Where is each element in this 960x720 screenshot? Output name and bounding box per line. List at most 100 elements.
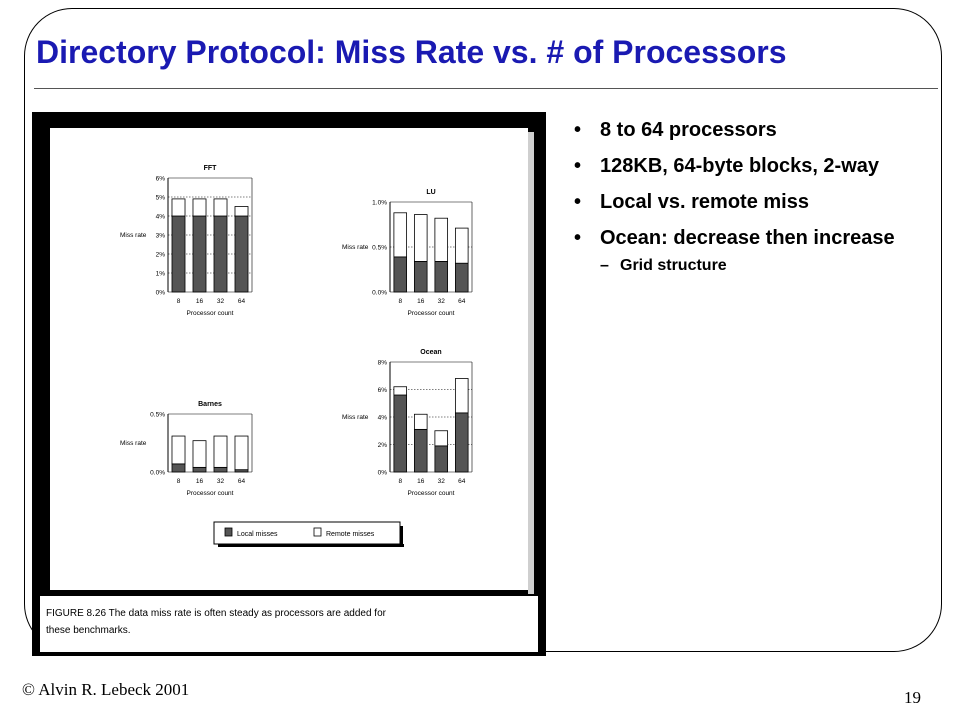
x-tick-label: 16	[417, 298, 425, 305]
bar-remote	[213, 198, 228, 217]
bullet-text: Ocean: decrease then increase	[600, 227, 895, 249]
chart-title: Ocean	[420, 349, 441, 356]
dash-marker: –	[600, 257, 609, 274]
figure-panel: 0% 1% 2% 3% 4% 5% 6% FFT Miss rate Processor coun…	[32, 112, 546, 656]
y-tick-label: 0%	[378, 470, 388, 477]
y-tick-label: 0.5%	[372, 245, 387, 252]
x-tick-label: 64	[238, 478, 246, 485]
caption-line-1: FIGURE 8.26 The data miss rate is often …	[46, 608, 387, 619]
bar-remote	[413, 214, 428, 262]
y-tick-label: 3%	[156, 233, 166, 240]
bullet-text: Local vs. remote miss	[600, 191, 809, 213]
bar-remote	[234, 435, 249, 471]
legend-label-local: Local misses	[237, 531, 278, 538]
x-tick-label: 64	[238, 298, 246, 305]
bullet-item: • 128KB, 64-byte blocks, 2-way	[572, 154, 912, 178]
y-tick-label: 1%	[156, 271, 166, 278]
legend-shadow	[218, 544, 404, 547]
title-divider	[34, 88, 938, 89]
y-tick-label: 2%	[156, 252, 166, 259]
chart-lu: 0.0% 0.5% 1.0% LU Miss rate Processor count 8 1…	[342, 189, 473, 317]
chart-ocean: 0% 2% 4% 6% 8% Ocean Miss rate Processor count 8…	[342, 349, 473, 497]
x-axis-label: Processor count	[187, 310, 234, 317]
bar-remote	[413, 413, 428, 430]
y-tick-label: 0.0%	[150, 470, 165, 477]
x-tick-label: 16	[417, 478, 425, 485]
bullet-text: 8 to 64 processors	[600, 119, 777, 141]
chart-title: FFT	[204, 165, 218, 172]
legend-shadow-side	[400, 526, 403, 547]
chart-title: Barnes	[198, 401, 222, 408]
y-axis-label: Miss rate	[120, 440, 147, 447]
x-tick-label: 32	[438, 298, 446, 305]
chart-title: LU	[426, 189, 435, 196]
bar-remote	[454, 227, 469, 264]
x-tick-label: 8	[177, 478, 181, 485]
x-tick-label: 64	[458, 298, 466, 305]
y-tick-label: 0%	[156, 290, 166, 297]
y-tick-label: 0.0%	[372, 290, 387, 297]
figure-page-shadow	[528, 132, 534, 594]
bullet-marker: •	[574, 227, 582, 249]
bar-remote	[213, 435, 228, 468]
bar-remote	[393, 386, 408, 396]
bullet-text: 128KB, 64-byte blocks, 2-way	[600, 155, 880, 177]
bar-remote	[171, 198, 186, 217]
bullet-marker: •	[574, 191, 582, 213]
y-tick-label: 6%	[378, 387, 388, 394]
caption-line-2: these benchmarks.	[46, 625, 131, 636]
bar-local	[454, 262, 469, 293]
bar-local	[171, 463, 186, 473]
y-tick-label: 6%	[156, 176, 166, 183]
copyright-footer: © Alvin R. Lebeck 2001	[22, 680, 190, 699]
bar-remote	[192, 198, 207, 217]
y-tick-label: 1.0%	[372, 200, 387, 207]
chart-barnes: 0.0% 0.5% Barnes Miss rate Processor count 8 1…	[120, 401, 253, 497]
figure-caption: FIGURE 8.26 The data miss rate is often …	[46, 608, 389, 636]
bullet-marker: •	[574, 119, 582, 141]
y-tick-label: 4%	[156, 214, 166, 221]
figure-page	[50, 128, 528, 590]
bar-remote	[393, 212, 408, 258]
bar-local	[393, 394, 408, 473]
bar-local	[393, 256, 408, 293]
bullet-list: • 8 to 64 processors • 128KB, 64-byte block…	[572, 118, 912, 288]
x-tick-label: 32	[438, 478, 446, 485]
y-tick-label: 5%	[156, 195, 166, 202]
bullet-item: • Ocean: decrease then increase	[572, 226, 912, 250]
bar-local	[434, 445, 449, 473]
chart-fft: 0% 1% 2% 3% 4% 5% 6% FFT Miss rate Processor coun…	[120, 165, 253, 317]
x-tick-label: 8	[177, 298, 181, 305]
bar-remote	[454, 378, 469, 414]
bar-remote	[234, 206, 249, 217]
x-tick-label: 64	[458, 478, 466, 485]
bar-local	[413, 428, 428, 473]
slide-title: Directory Protocol: Miss Rate vs. # of P…	[36, 34, 787, 70]
y-tick-label: 8%	[378, 360, 388, 367]
x-tick-label: 8	[398, 298, 402, 305]
y-axis-label: Miss rate	[342, 414, 369, 421]
bar-local	[213, 215, 228, 293]
x-tick-label: 16	[196, 478, 204, 485]
legend: Local misses Remote misses	[213, 521, 404, 547]
bar-local	[192, 215, 207, 293]
bar-local	[434, 260, 449, 293]
bullet-item: • Local vs. remote miss	[572, 190, 912, 214]
x-tick-label: 8	[398, 478, 402, 485]
bar-remote	[434, 217, 449, 262]
x-axis-label: Processor count	[408, 310, 455, 317]
chart-panels: 0% 1% 2% 3% 4% 5% 6% FFT Miss rate Processor coun…	[120, 165, 473, 497]
bar-local	[454, 412, 469, 473]
bar-remote	[171, 435, 186, 465]
bar-local	[171, 215, 186, 293]
bar-local	[213, 466, 228, 473]
x-axis-label: Processor count	[187, 490, 234, 497]
bar-local	[413, 260, 428, 293]
bar-local	[234, 215, 249, 293]
legend-swatch-remote	[313, 527, 322, 537]
bar-remote	[434, 430, 449, 447]
bullet-text: Grid structure	[620, 257, 727, 274]
bullet-item: • 8 to 64 processors	[572, 118, 912, 142]
x-tick-label: 32	[217, 298, 225, 305]
legend-label-remote: Remote misses	[326, 531, 375, 538]
